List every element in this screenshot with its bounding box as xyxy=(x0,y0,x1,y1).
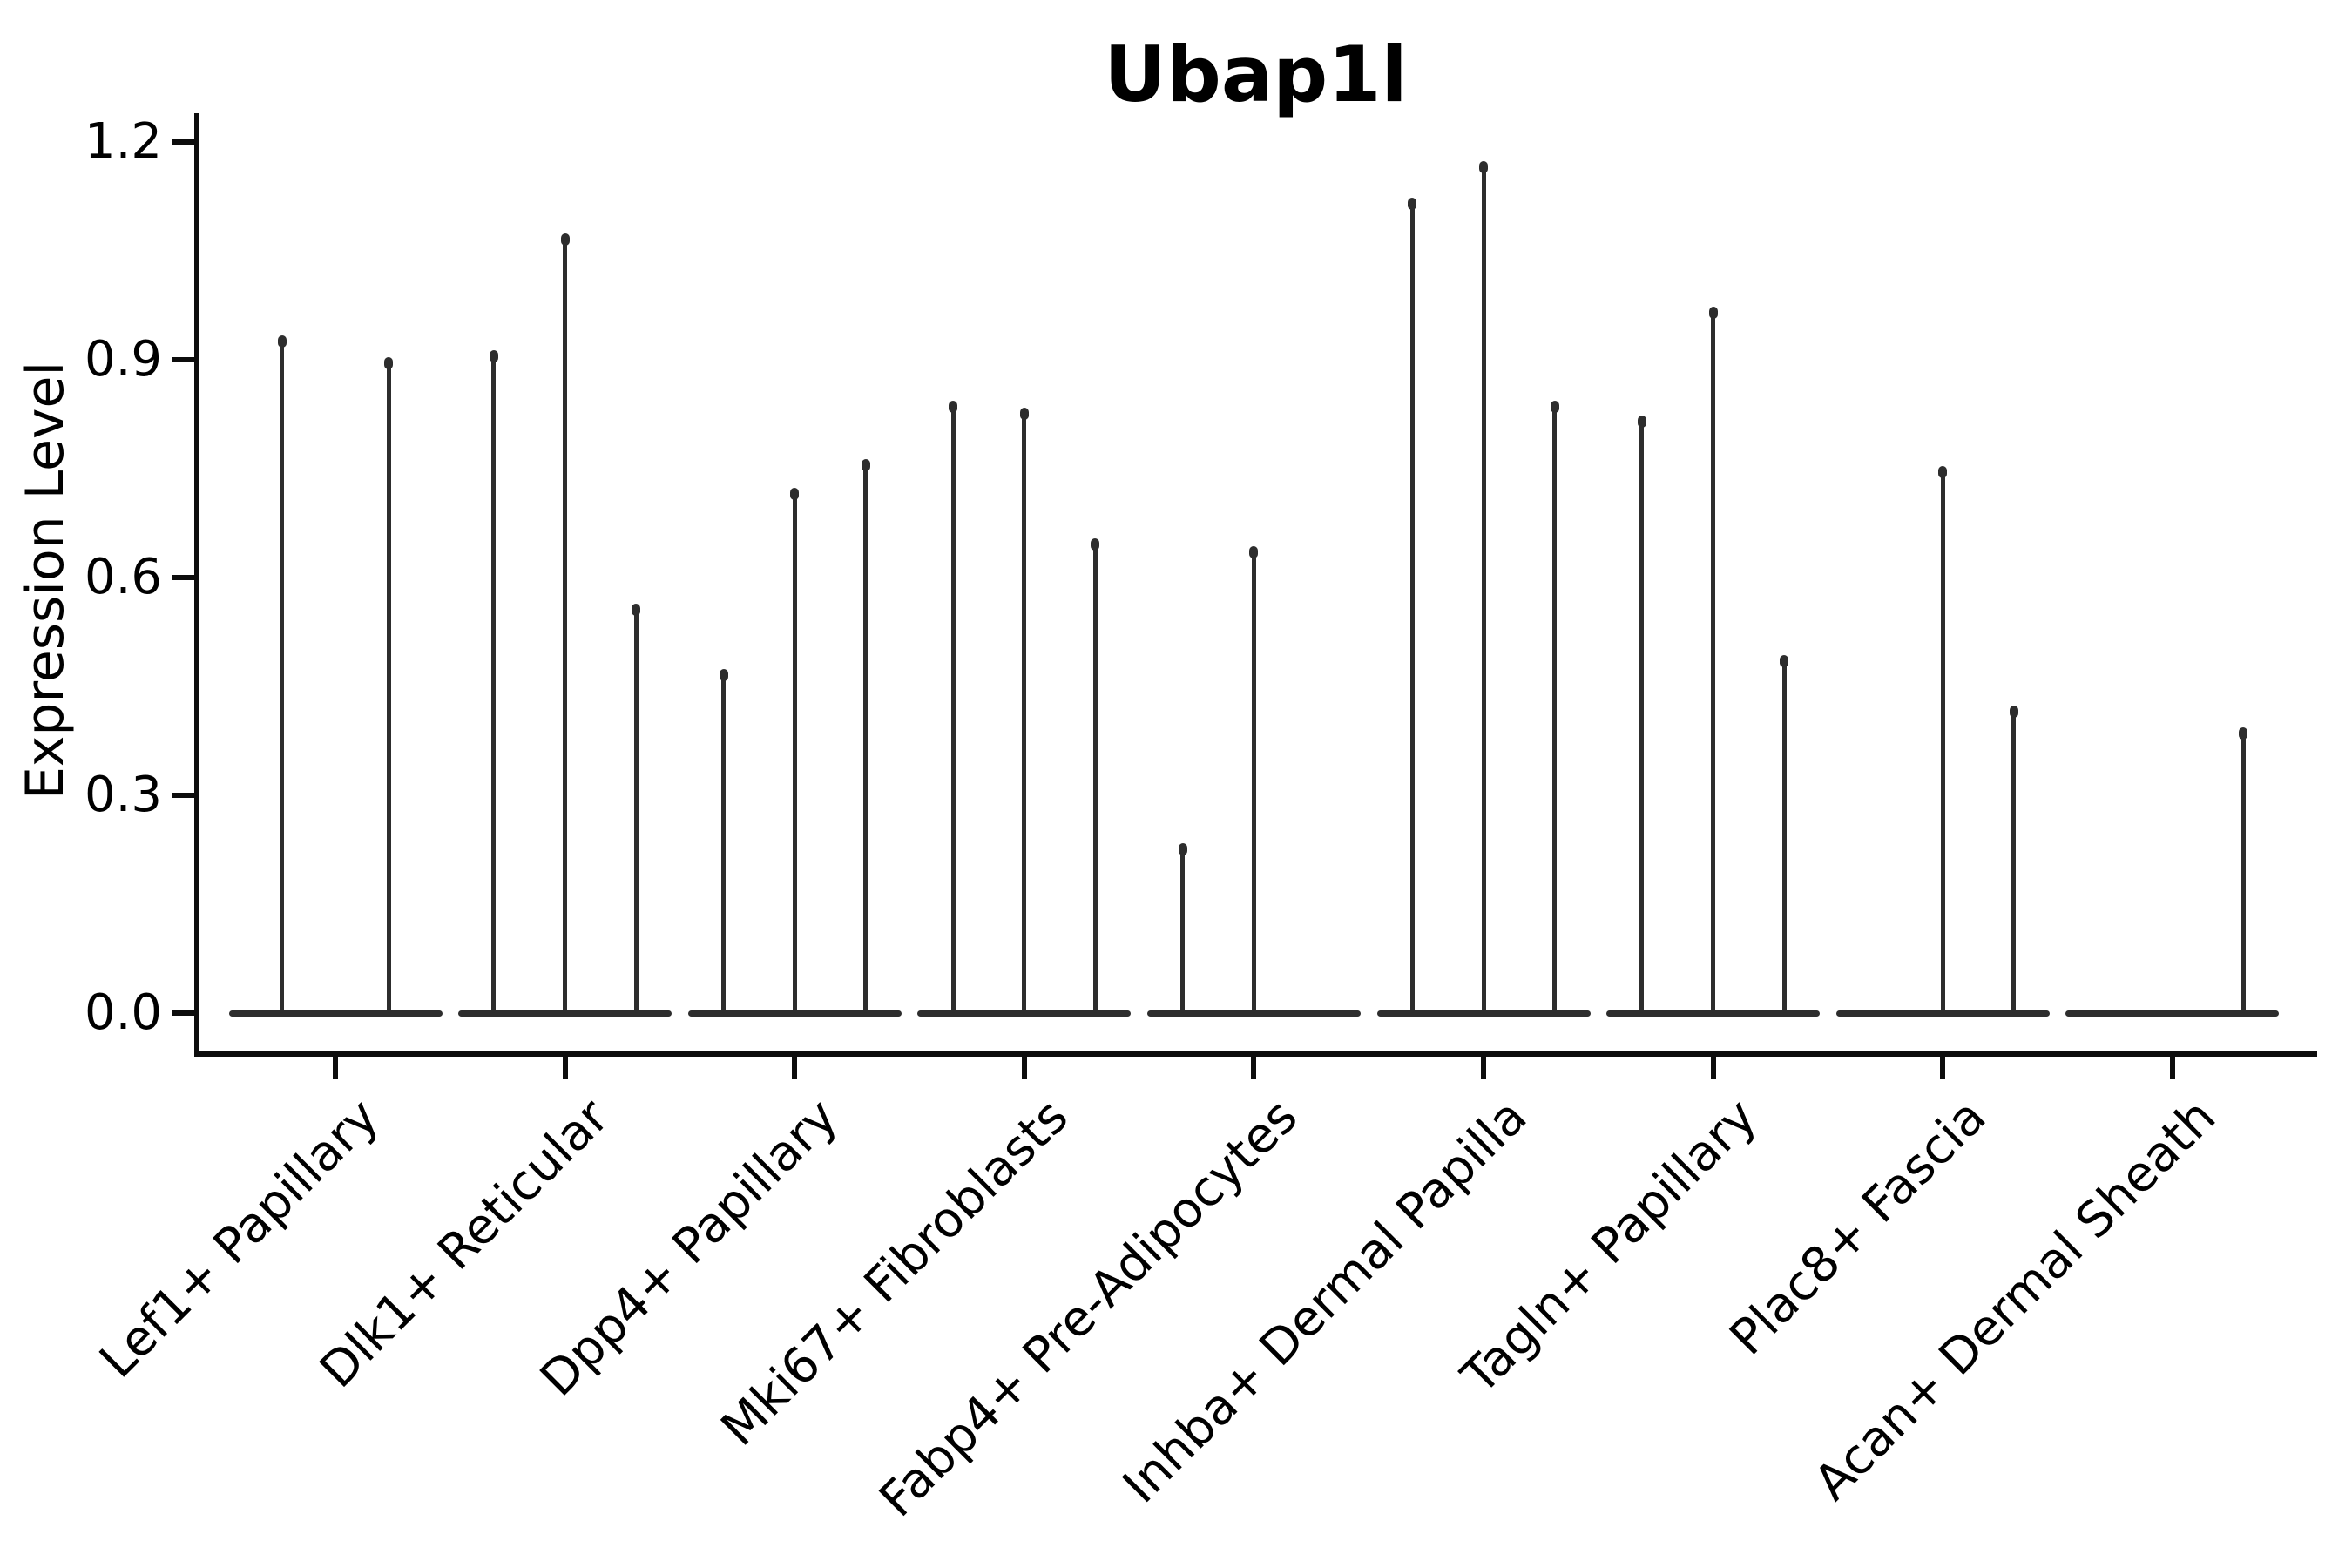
violin-spike-tip xyxy=(861,458,870,471)
violin-spike xyxy=(2239,727,2248,1013)
violin-spike-tip xyxy=(1249,545,1259,558)
violin-spike xyxy=(719,669,728,1013)
y-tick-label: 0.9 xyxy=(84,331,162,389)
violin-spike xyxy=(1178,843,1187,1013)
violin-baseline xyxy=(917,1010,1132,1017)
y-tick-mark xyxy=(172,1010,194,1016)
x-tick-mark xyxy=(333,1057,338,1079)
y-tick-label: 0.6 xyxy=(84,549,162,606)
y-tick-mark xyxy=(172,793,194,798)
y-tick-mark xyxy=(172,357,194,363)
violin-spike xyxy=(790,488,800,1013)
violin-spike-tip xyxy=(560,233,570,247)
chart-title: Ubap1l xyxy=(1104,30,1408,119)
violin-spike-tip xyxy=(1408,197,1417,210)
violin-baseline xyxy=(1376,1010,1591,1017)
violin-spike xyxy=(1408,197,1417,1013)
violin-baseline xyxy=(2065,1010,2280,1017)
violin-spike xyxy=(1780,654,1789,1013)
violin-baseline xyxy=(687,1010,902,1017)
violin-spike-tip xyxy=(949,401,958,414)
y-tick-label: 0.0 xyxy=(84,984,162,1041)
violin-spike xyxy=(489,349,498,1013)
violin-spike-tip xyxy=(1938,466,1948,479)
violin-baseline xyxy=(1606,1010,1821,1017)
violin-spike-tip xyxy=(277,335,287,348)
violin-spike xyxy=(1019,408,1029,1013)
y-tick-mark xyxy=(172,139,194,145)
violin-spike xyxy=(861,458,870,1013)
violin-spike xyxy=(1091,538,1100,1013)
x-tick-mark xyxy=(1251,1057,1257,1079)
violin-spike-tip xyxy=(1550,401,1559,414)
violin-spike-tip xyxy=(1637,415,1646,428)
violin-spike-tip xyxy=(790,488,800,501)
x-axis-spine xyxy=(194,1051,2317,1057)
x-tick-mark xyxy=(1940,1057,1946,1079)
violin-spike-tip xyxy=(2009,706,2018,718)
x-tick-mark xyxy=(1710,1057,1716,1079)
violin-baseline xyxy=(228,1010,443,1017)
violin-spike xyxy=(1249,545,1259,1013)
violin-spike xyxy=(632,604,641,1013)
violin-spike xyxy=(277,335,287,1013)
violin-spike xyxy=(1550,401,1559,1013)
violin-spike-tip xyxy=(719,669,728,682)
x-tick-label: Acan+ Dermal Sheath xyxy=(1803,1088,2227,1512)
y-axis-spine xyxy=(194,113,199,1057)
x-tick-mark xyxy=(1021,1057,1027,1079)
violin-spike-tip xyxy=(1019,408,1029,421)
y-tick-label: 0.3 xyxy=(84,767,162,823)
violin-spike-tip xyxy=(2239,727,2248,740)
violin-spike-tip xyxy=(1780,654,1789,667)
y-tick-mark xyxy=(172,575,194,581)
violin-spike-tip xyxy=(1479,161,1488,174)
violin-spike-tip xyxy=(1091,538,1100,551)
violin-spike xyxy=(1938,466,1948,1013)
violin-spike-tip xyxy=(384,357,394,370)
violin-spike-tip xyxy=(1708,306,1718,319)
violin-spike-tip xyxy=(1178,843,1187,856)
violin-spike xyxy=(1479,161,1488,1013)
x-tick-mark xyxy=(1481,1057,1486,1079)
violin-baseline xyxy=(1146,1010,1361,1017)
violin-baseline xyxy=(458,1010,672,1017)
violin-spike xyxy=(560,233,570,1013)
x-tick-label: Inhba+ Dermal Papilla xyxy=(1112,1088,1538,1515)
violin-spike-tip xyxy=(632,604,641,617)
violin-spike xyxy=(1708,306,1718,1013)
x-tick-label: Fabp4+ Pre-Adipocytes xyxy=(868,1088,1308,1529)
x-tick-mark xyxy=(792,1057,798,1079)
y-tick-label: 1.2 xyxy=(84,113,162,171)
x-tick-mark xyxy=(2169,1057,2175,1079)
violin-spike-tip xyxy=(489,349,498,362)
violin-spike xyxy=(1637,415,1646,1013)
violin-baseline xyxy=(1835,1010,2050,1017)
violin-spike xyxy=(2009,706,2018,1013)
violin-spike xyxy=(949,401,958,1013)
x-tick-mark xyxy=(562,1057,568,1079)
violin-spike xyxy=(384,357,394,1013)
